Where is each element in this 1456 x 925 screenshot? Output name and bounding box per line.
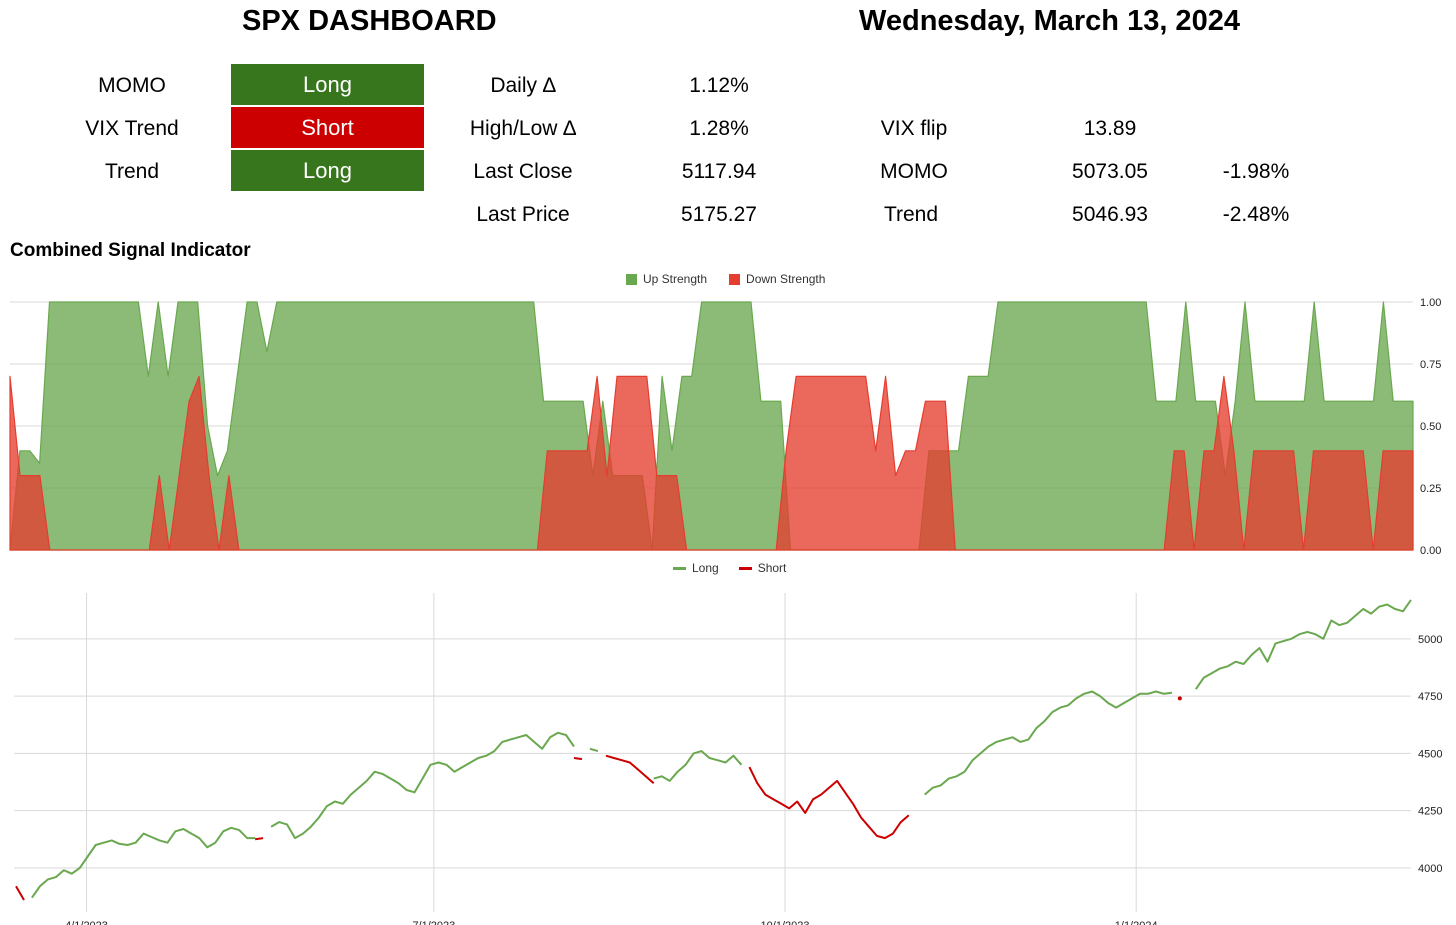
metric-value-high-low-delta: 1.28% xyxy=(689,117,749,140)
legend-label-short: Short xyxy=(757,561,787,575)
short-segment xyxy=(254,837,264,841)
metric-value-last-price: 5175.27 xyxy=(681,203,757,226)
metric-label-high-low-delta: High/Low ∆ xyxy=(469,117,577,140)
x-tick-label: 1/1/2024 xyxy=(1115,920,1158,925)
down-strength-area xyxy=(9,375,1414,551)
x-tick-label: 10/1/2023 xyxy=(761,920,810,925)
y-tick-label: 0.00 xyxy=(1420,545,1441,557)
long-segment xyxy=(653,750,743,782)
long-segment xyxy=(31,826,256,899)
level-value-vix-flip: 13.89 xyxy=(1083,117,1137,140)
level-label-trend: Trend xyxy=(883,203,939,226)
legend-swatch-up xyxy=(626,273,637,285)
y-tick-label: 4250 xyxy=(1418,806,1442,818)
signal-status-momo: Long xyxy=(231,64,424,105)
short-segment-dot xyxy=(1177,696,1182,701)
level-change-trend: -2.48% xyxy=(1222,203,1290,226)
short-segment xyxy=(748,766,910,840)
signal-status-trend: Long xyxy=(231,150,424,191)
legend-line-long xyxy=(673,566,686,570)
metric-label-last-price: Last Price xyxy=(476,203,570,226)
short-segment xyxy=(15,885,25,901)
strength-legend: Up Strength Down Strength xyxy=(626,272,825,286)
dashboard-date: Wednesday, March 13, 2024 xyxy=(859,5,1240,37)
signal-label-vix-trend: VIX Trend xyxy=(85,117,179,140)
level-change-momo: -1.98% xyxy=(1222,160,1290,183)
x-tick-label: 4/1/2023 xyxy=(65,920,108,925)
legend-label-down: Down Strength xyxy=(746,272,826,286)
legend-label-long: Long xyxy=(692,561,719,575)
y-tick-label: 0.25 xyxy=(1420,483,1441,495)
dashboard-title: SPX DASHBOARD xyxy=(242,5,497,37)
y-tick-label: 1.00 xyxy=(1420,297,1441,309)
long-segment xyxy=(270,731,575,840)
level-value-trend: 5046.93 xyxy=(1072,203,1148,226)
level-value-momo: 5073.05 xyxy=(1072,160,1148,183)
x-tick-label: 7/1/2023 xyxy=(412,920,455,925)
y-tick-label: 4750 xyxy=(1418,691,1442,703)
y-tick-label: 0.75 xyxy=(1420,359,1441,371)
legend-swatch-down xyxy=(729,273,741,285)
y-tick-label: 0.50 xyxy=(1420,421,1441,433)
y-tick-label: 4000 xyxy=(1418,863,1442,875)
legend-label-up: Up Strength xyxy=(643,272,708,286)
signal-label-trend: Trend xyxy=(104,160,160,183)
strength-area-chart: 1.00 0.75 0.50 0.25 0.00 xyxy=(9,297,1441,557)
y-tick-label: 4500 xyxy=(1418,748,1442,760)
metric-value-last-close: 5117.94 xyxy=(681,160,757,183)
signal-status-vix-trend: Short xyxy=(231,107,424,148)
level-label-momo: MOMO xyxy=(880,160,948,183)
metric-label-last-close: Last Close xyxy=(473,160,573,183)
long-segment xyxy=(924,690,1173,796)
up-strength-area xyxy=(9,301,1414,551)
long-segment xyxy=(1194,599,1412,690)
price-legend: Long Short xyxy=(673,561,786,575)
section-title: Combined Signal Indicator xyxy=(10,240,251,261)
long-segment xyxy=(589,747,599,753)
metric-label-daily-delta: Daily ∆ xyxy=(490,74,556,97)
short-segment xyxy=(573,757,583,761)
legend-line-short xyxy=(738,566,752,570)
price-line-chart: 5000 4750 4500 4250 4000 4/1/2023 7/1/2023 10/1… xyxy=(14,593,1442,925)
level-label-vix-flip: VIX flip xyxy=(880,117,948,140)
signal-label-momo: MOMO xyxy=(98,74,166,97)
metric-value-daily-delta: 1.12% xyxy=(689,74,749,97)
y-tick-label: 5000 xyxy=(1418,634,1442,646)
short-segment xyxy=(605,754,655,784)
